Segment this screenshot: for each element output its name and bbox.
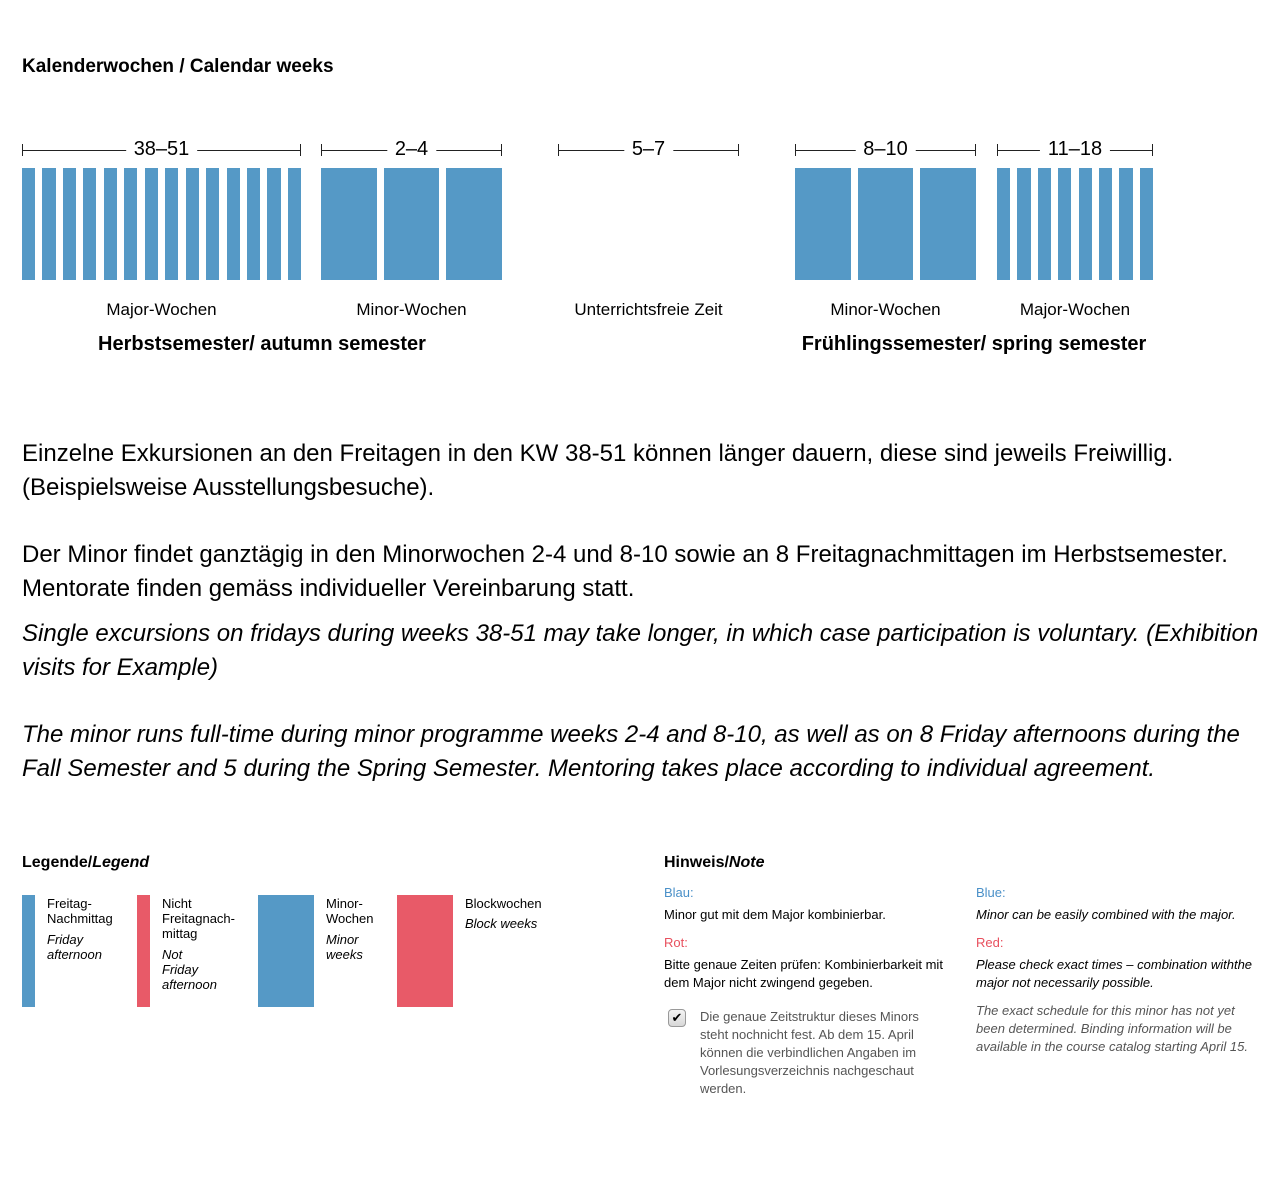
minor-week-bar (383, 168, 440, 280)
major-week-bar (62, 168, 77, 280)
note-red-label: Red: (976, 935, 1004, 950)
autumn-semester-label: Herbstsemester/ autumn semester (98, 333, 426, 355)
legend-item-friday: Freitag-Nachmittag Friday afternoon (47, 896, 113, 962)
note-schedule-en: The exact schedule for this minor has no… (976, 1003, 1248, 1054)
note-rot-text: Bitte genaue Zeiten prüfen: Kombinierbar… (664, 957, 943, 990)
major-week-bar (124, 168, 138, 280)
major-week-bar (1058, 168, 1072, 280)
week-range-label: 11–18 (1039, 138, 1111, 160)
major-week-bar (103, 168, 117, 280)
major-week-bar (83, 168, 97, 280)
week-range-bracket: 5–7 (558, 138, 739, 160)
major-week-bar (1139, 168, 1153, 280)
paragraph-excursions-de: Einzelne Exkursionen an den Freitagen in… (22, 440, 1174, 501)
major-week-bar (1037, 168, 1051, 280)
major-week-bar (1119, 168, 1133, 280)
minor-week-bar (920, 168, 976, 280)
week-range-bracket: 38–51 (22, 138, 301, 160)
note-blue-label: Blue: (976, 885, 1006, 900)
major-week-bar (144, 168, 158, 280)
note-rot-label: Rot: (664, 935, 688, 950)
week-group-label: Unterrichtsfreie Zeit (574, 300, 723, 319)
week-group-label: Major-Wochen (106, 300, 217, 319)
major-week-bar (997, 168, 1011, 280)
paragraph-excursions-en: Single excursions on fridays during week… (22, 620, 1259, 681)
week-range-label: 2–4 (386, 138, 437, 160)
major-week-bar (206, 168, 220, 280)
legend-swatch-block (397, 895, 453, 1007)
major-week-bar (287, 168, 301, 280)
legend-item-minor: Minor-Wochen Minor weeks (326, 896, 374, 962)
major-week-bar (267, 168, 281, 280)
minor-week-bar (446, 168, 502, 280)
page-title: Kalenderwochen / Calendar weeks (22, 56, 334, 77)
week-range-bracket: 2–4 (321, 138, 502, 160)
spring-semester-label: Frühlingssemester/ spring semester (801, 333, 1147, 355)
major-week-bar (1017, 168, 1031, 280)
minor-week-bar (321, 168, 377, 280)
paragraph-minor-de: Der Minor findet ganztägig in den Minorw… (22, 541, 1228, 602)
major-week-bar (246, 168, 261, 280)
week-range-label: 8–10 (855, 138, 916, 160)
week-range-label: 38–51 (125, 138, 198, 160)
major-week-bar (165, 168, 179, 280)
week-group-label: Major-Wochen (1019, 300, 1131, 319)
note-blue-text: Minor can be easily combined with the ma… (976, 907, 1236, 922)
week-range-label: 5–7 (623, 138, 674, 160)
legend-swatch-not-friday (137, 895, 150, 1007)
note-blau-label: Blau: (664, 885, 694, 900)
checkbox-text: Die genaue Zeitstruktur dieses Minors st… (700, 1009, 919, 1096)
week-group-label: Minor-Wochen (830, 300, 941, 319)
week-range-bracket: 11–18 (997, 138, 1153, 160)
legend-item-not-friday: Nicht Freitagnach-mittag Not Friday after… (162, 896, 235, 992)
legend-swatch-minor (258, 895, 314, 1007)
legend-swatch-friday (22, 895, 35, 1007)
note-blau-text: Minor gut mit dem Major kombinierbar. (664, 907, 886, 922)
note-red-text: Please check exact times – combination w… (976, 957, 1253, 990)
week-group-label: Minor-Wochen (356, 300, 467, 319)
major-week-bar (22, 168, 36, 280)
note-title: Hinweis/Note (664, 854, 765, 871)
minor-week-bar (795, 168, 851, 280)
week-range-bracket: 8–10 (795, 138, 976, 160)
major-week-bar (226, 168, 240, 280)
legend-item-block: Blockwochen Block weeks (465, 896, 542, 931)
major-week-bar (1099, 168, 1113, 280)
major-week-bar (1078, 168, 1092, 280)
minor-week-bar (857, 168, 914, 280)
schedule-checkbox[interactable]: ✔ (668, 1009, 686, 1027)
paragraph-minor-en: The minor runs full-time during minor pr… (22, 721, 1240, 782)
major-week-bar (185, 168, 199, 280)
legend-title: Legende/Legend (22, 854, 150, 871)
major-week-bar (42, 168, 56, 280)
